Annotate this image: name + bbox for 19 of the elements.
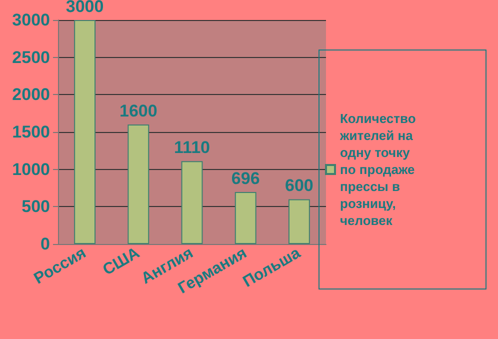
bar	[74, 20, 96, 244]
y-tick-label: 2000	[12, 85, 50, 104]
y-tick-label: 2500	[12, 48, 50, 67]
data-label: 696	[231, 169, 260, 188]
bar	[234, 192, 256, 244]
data-label: 1110	[174, 138, 210, 158]
y-tick-label: 500	[22, 197, 50, 216]
y-tick-label: 1000	[12, 160, 50, 179]
y-tick-label: 1500	[12, 122, 50, 142]
data-label: 3000	[66, 0, 104, 16]
data-label: 1600	[119, 102, 158, 121]
x-tick-label: США	[100, 244, 144, 279]
bar	[288, 199, 310, 244]
bar	[128, 124, 150, 244]
legend-label: Количество жителей на одну точку по продаже прессы в розницу, человек	[339, 111, 420, 228]
bar	[181, 161, 203, 244]
y-tick-label: 0	[40, 234, 50, 254]
data-label: 600	[285, 176, 314, 196]
y-tick-label: 3000	[12, 10, 50, 30]
